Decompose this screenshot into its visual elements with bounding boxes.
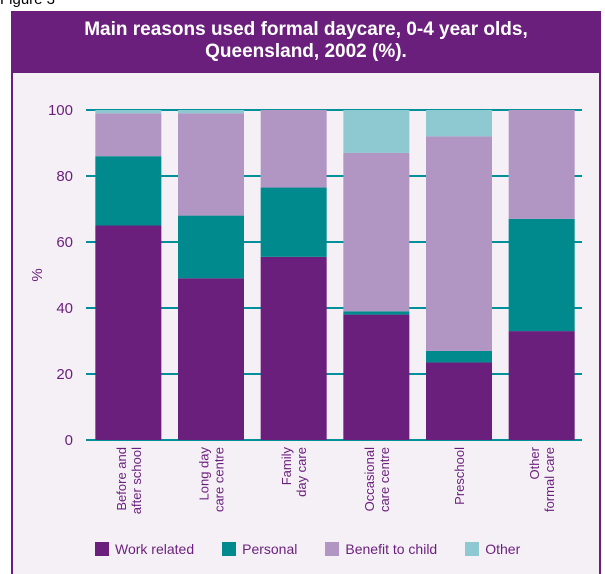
bar-segment [178,278,244,440]
bar-segment [426,110,492,137]
bar-segment [426,350,492,363]
y-tick-label: 100 [48,102,73,119]
legend-swatch [222,542,237,556]
bar-segment [343,314,410,440]
bar-segment [260,256,327,440]
x-tick-label: Family [279,447,294,486]
legend-swatch [325,542,340,556]
bar-segment [178,113,244,216]
legend-label: Personal [242,541,298,557]
bar-segment [426,136,492,351]
x-tick-label: care centre [212,447,227,512]
bar-segment [95,110,162,114]
x-tick-label: formal care [542,447,557,512]
legend-item: Work related [95,541,194,557]
bar-segment [343,110,410,153]
figure-label: Figure 3 [0,0,55,8]
x-tick-label: Long day [197,447,212,501]
y-tick-label: 20 [56,366,73,383]
bar-segment [95,225,162,440]
y-axis-label: % [29,268,46,281]
bar-segment [95,156,162,226]
bar-segment [426,362,492,440]
bar-segment [260,110,327,188]
y-tick-label: 60 [56,234,73,251]
bar-segment [178,215,244,279]
x-tick-label: Preschool [452,447,467,505]
x-tick-label: day care [294,447,309,497]
y-tick-label: 0 [65,432,73,449]
legend-swatch [95,542,109,556]
bar-segment [260,187,327,257]
y-tick-label: 80 [56,168,73,185]
x-tick-label: Before and [114,447,129,511]
x-tick-label: Other [527,446,542,479]
bar-segment [343,152,410,312]
bar-segment [343,311,410,315]
chart-title-line-2: Queensland, 2002 (%). [205,41,407,62]
legend-item: Other [465,541,520,557]
chart-title: Main reasons used formal daycare, 0-4 ye… [11,11,601,73]
x-tick-label: Occasional [362,447,377,511]
chart-title-line-1: Main reasons used formal daycare, 0-4 ye… [84,19,528,40]
bar-segment [508,218,575,332]
x-tick-label: after school [129,447,144,514]
legend-label: Other [485,541,521,557]
bar-segment [178,110,244,114]
bar-segment [95,113,162,157]
legend-label: Work related [115,541,195,557]
x-tick-label: care centre [377,447,392,512]
legend-swatch [465,542,480,556]
legend-item: Benefit to child [325,541,437,557]
legend-label: Benefit to child [345,541,438,557]
bar-segment [508,110,575,219]
legend-item: Personal [222,541,297,557]
y-tick-label: 40 [56,300,73,317]
bar-segment [508,331,575,440]
chart-legend: Work related Personal Benefit to child Othe… [95,541,520,557]
